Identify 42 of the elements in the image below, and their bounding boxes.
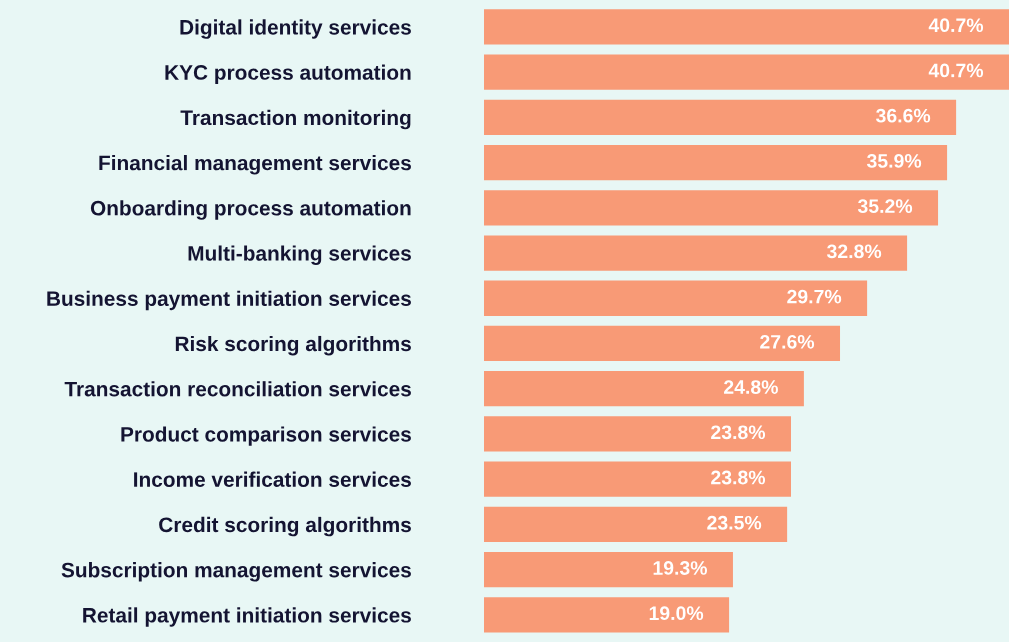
data-label: 36.6% [876,108,931,123]
bar [484,54,1009,90]
bar [484,235,908,271]
y-tick-label: Risk scoring algorithms [175,335,411,356]
bar [484,461,791,497]
y-tick-label: KYC process automation [165,64,411,84]
data-label: 35.2% [857,199,913,214]
data-label: 32.8% [826,244,882,259]
y-tick-label: Credit scoring algorithms [159,516,411,537]
y-tick-label: Subscription management services [61,562,411,582]
y-tick-label: Onboarding process automation [90,200,411,220]
data-label: 19.3% [653,561,708,575]
y-tick-label: Multi-banking services [188,245,411,265]
y-tick-label: Product comparison services [121,426,411,446]
bar [484,190,939,226]
data-label: 29.7% [787,289,842,304]
bar [484,597,730,633]
bar [484,144,948,181]
bar [484,551,733,588]
bar [484,9,1009,45]
data-label: 35.9% [866,154,922,168]
data-label: 27.6% [760,334,815,349]
y-tick-label: Retail payment initiation services [83,607,411,627]
y-tick-label: Income verification services [134,471,411,487]
bar [484,280,868,316]
bar [484,371,804,407]
y-tick-label: Transaction monitoring [180,109,411,130]
y-tick-label: Transaction reconciliation services [64,381,411,397]
bar [484,99,957,135]
y-tick-label: Financial management services [99,155,411,175]
bar [484,325,841,362]
data-label: 23.5% [707,515,762,530]
data-label: 23.8% [711,425,766,440]
data-label: 19.0% [649,606,704,621]
data-label: 40.7% [928,18,984,33]
data-label: 24.8% [724,380,778,394]
data-label: 23.8% [711,470,766,485]
y-tick-label: Business payment initiation services [47,290,411,311]
y-tick-label: Digital identity services [180,19,411,39]
bar [484,506,788,543]
data-label: 40.7% [928,63,984,78]
bar [484,416,791,452]
